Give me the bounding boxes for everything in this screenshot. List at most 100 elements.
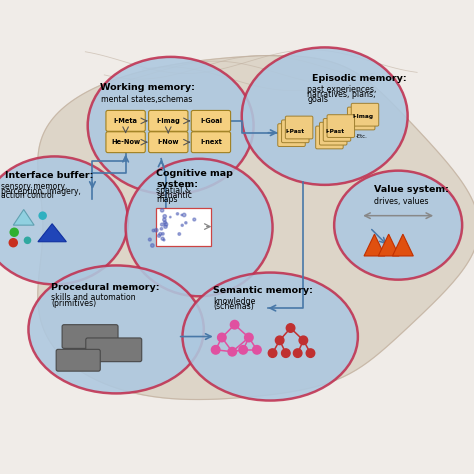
Text: sensory memory,: sensory memory, [1, 182, 67, 191]
Text: I-Goal: I-Goal [200, 118, 222, 124]
Circle shape [239, 346, 247, 354]
Text: Semantic memory:: Semantic memory: [213, 286, 313, 295]
FancyBboxPatch shape [106, 110, 145, 131]
FancyBboxPatch shape [316, 126, 343, 149]
Text: Procedural memory:: Procedural memory: [51, 283, 160, 292]
Circle shape [228, 347, 237, 356]
Point [161, 212, 168, 220]
Circle shape [9, 228, 19, 237]
Text: Working memory:: Working memory: [100, 83, 194, 92]
Text: I-next: I-next [200, 139, 222, 145]
FancyBboxPatch shape [347, 107, 375, 130]
FancyBboxPatch shape [191, 132, 231, 153]
Text: -Etc.: -Etc. [356, 134, 367, 138]
FancyBboxPatch shape [323, 118, 351, 141]
Point [191, 216, 198, 223]
FancyBboxPatch shape [156, 208, 211, 246]
Point [178, 211, 185, 219]
Text: I-Imag: I-Imag [353, 114, 374, 119]
Circle shape [218, 333, 226, 342]
Point [162, 223, 169, 230]
FancyBboxPatch shape [282, 120, 309, 143]
Point [155, 232, 163, 239]
Text: drives, values: drives, values [374, 197, 429, 206]
Point [181, 211, 188, 219]
Point [150, 227, 157, 234]
Point [153, 227, 160, 234]
Text: past experiences,: past experiences, [307, 85, 376, 94]
Ellipse shape [242, 47, 408, 185]
Text: spatial &: spatial & [156, 186, 191, 195]
Point [156, 230, 164, 238]
Point [178, 221, 186, 229]
Polygon shape [378, 234, 399, 256]
Text: Value system:: Value system: [374, 185, 449, 194]
Circle shape [211, 346, 220, 354]
Text: skills and automation: skills and automation [51, 293, 136, 302]
Circle shape [286, 324, 295, 332]
Text: Cognitive map: Cognitive map [156, 169, 233, 178]
Point [158, 225, 165, 233]
Point [161, 216, 168, 224]
FancyBboxPatch shape [62, 325, 118, 348]
Point [160, 236, 168, 244]
Circle shape [38, 211, 47, 220]
Ellipse shape [126, 159, 273, 296]
Circle shape [253, 346, 261, 354]
Polygon shape [13, 210, 34, 225]
Point [161, 219, 169, 226]
Circle shape [293, 349, 302, 357]
Polygon shape [38, 55, 474, 400]
Point [162, 220, 170, 228]
Text: I-Meta: I-Meta [114, 118, 137, 124]
Ellipse shape [28, 265, 204, 393]
Circle shape [245, 333, 253, 342]
Point [146, 236, 154, 243]
Point [158, 221, 166, 228]
FancyBboxPatch shape [106, 132, 145, 153]
Text: Interface buffer:: Interface buffer: [5, 171, 93, 180]
Polygon shape [364, 234, 385, 256]
Text: maps: maps [156, 195, 178, 204]
Point [148, 242, 156, 249]
Point [175, 230, 183, 238]
Text: perception, imagery,: perception, imagery, [1, 187, 81, 196]
Point [159, 230, 167, 237]
Circle shape [230, 320, 239, 329]
Text: I-Past: I-Past [326, 129, 345, 134]
Ellipse shape [88, 57, 254, 194]
Circle shape [9, 238, 18, 247]
Point [182, 219, 190, 227]
Text: Episodic memory:: Episodic memory: [312, 74, 407, 83]
FancyBboxPatch shape [86, 338, 142, 362]
FancyBboxPatch shape [56, 349, 100, 371]
Text: (schemas): (schemas) [213, 302, 254, 311]
FancyBboxPatch shape [327, 115, 355, 137]
Text: semantic: semantic [156, 191, 192, 200]
Text: narratives, plans,: narratives, plans, [307, 90, 376, 99]
FancyBboxPatch shape [148, 132, 188, 153]
Polygon shape [392, 234, 413, 256]
Text: mental states,schemas: mental states,schemas [101, 95, 192, 104]
Text: I-Now: I-Now [157, 139, 179, 145]
Text: action control: action control [1, 191, 54, 201]
FancyBboxPatch shape [191, 110, 231, 131]
Point [159, 235, 166, 242]
FancyBboxPatch shape [351, 103, 379, 126]
Text: system:: system: [156, 180, 199, 189]
Point [158, 207, 166, 214]
Ellipse shape [334, 171, 462, 280]
Ellipse shape [182, 273, 358, 401]
Circle shape [268, 349, 277, 357]
Text: I-Imag: I-Imag [156, 118, 180, 124]
Text: goals: goals [307, 95, 328, 104]
Point [166, 213, 174, 221]
FancyBboxPatch shape [278, 124, 305, 146]
Circle shape [299, 336, 308, 345]
FancyBboxPatch shape [285, 116, 313, 139]
FancyBboxPatch shape [319, 122, 347, 145]
Circle shape [24, 237, 31, 244]
Polygon shape [38, 224, 66, 242]
Point [173, 210, 181, 218]
Text: knowledge: knowledge [213, 297, 255, 306]
